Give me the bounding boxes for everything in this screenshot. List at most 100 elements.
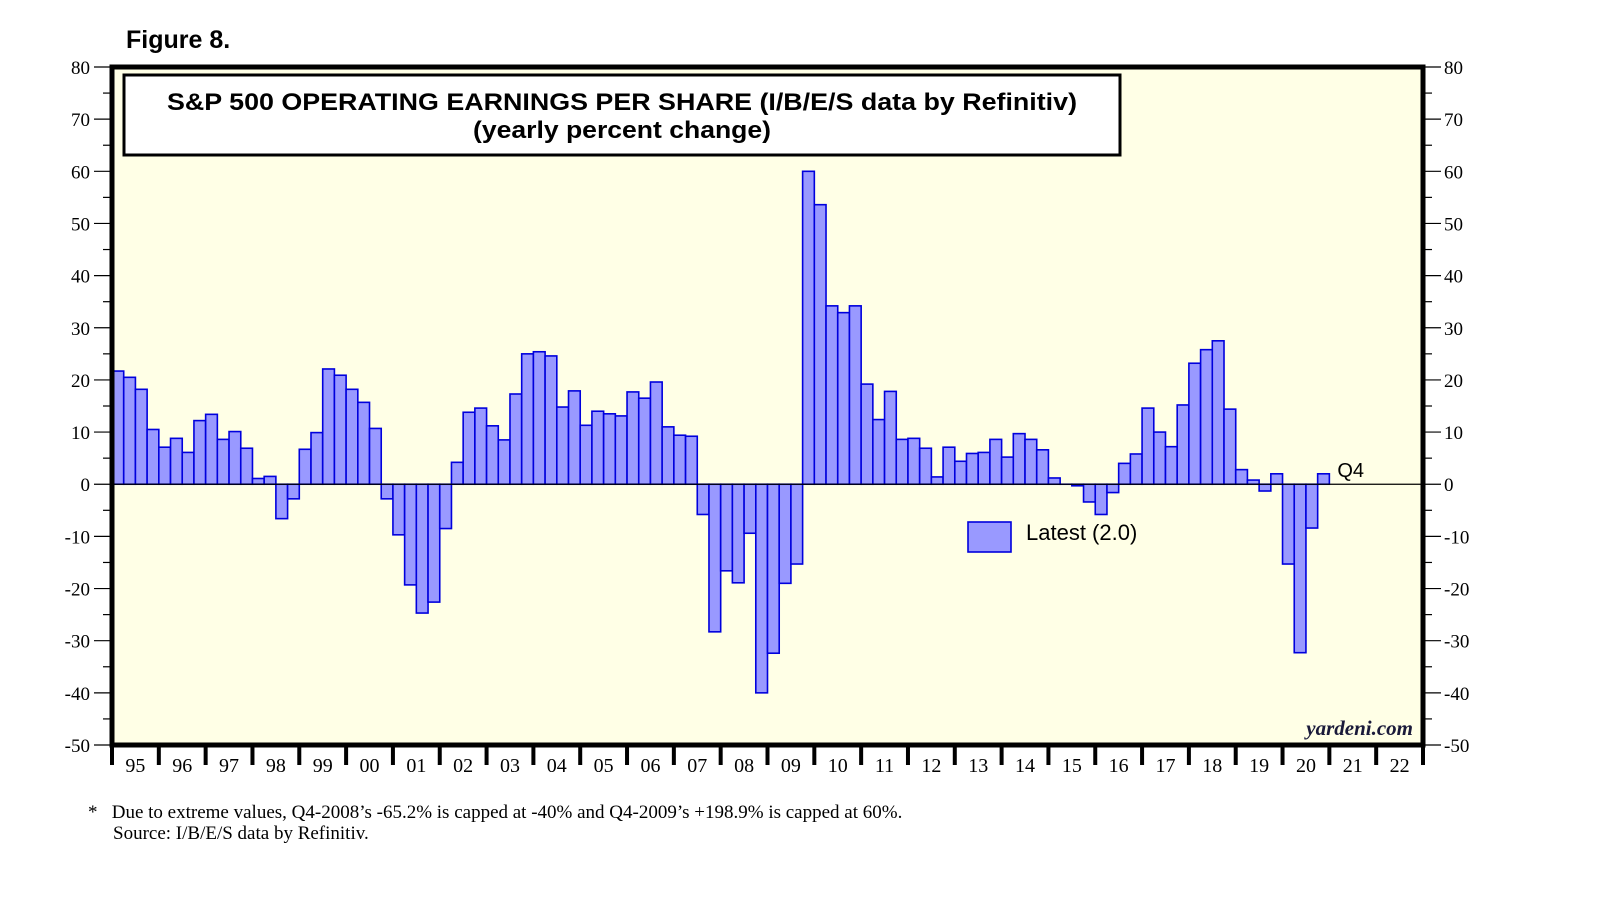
bar [169, 437, 184, 486]
footnote-source: Source: I/B/E/S data by Refinitiv. [113, 823, 369, 844]
bar [357, 401, 371, 486]
bar [977, 451, 991, 486]
bar [801, 170, 816, 486]
bar [1129, 453, 1143, 486]
bar [825, 305, 839, 486]
bar [193, 419, 207, 486]
x-tick-label: 99 [313, 755, 333, 777]
x-tick-label: 07 [687, 755, 707, 777]
bar [907, 437, 921, 486]
x-year-tick [1421, 745, 1425, 765]
bar [462, 411, 476, 486]
bar [790, 483, 804, 565]
bar [1141, 407, 1155, 486]
bar [1316, 472, 1331, 486]
bar [719, 483, 734, 572]
x-year-tick [484, 745, 489, 765]
legend-swatch [967, 521, 1012, 553]
x-year-tick [250, 745, 255, 765]
bar [555, 406, 570, 486]
x-tick-label: 14 [1015, 755, 1035, 777]
x-year-tick [1327, 745, 1332, 765]
bar [333, 374, 347, 486]
bar [918, 447, 933, 486]
y-tick-label: -20 [65, 580, 90, 601]
bar [1211, 340, 1225, 486]
x-year-tick [812, 745, 817, 765]
bar [345, 388, 359, 486]
x-year-tick [1186, 745, 1191, 765]
bar [392, 483, 406, 536]
bar [1234, 468, 1249, 486]
x-tick-label: 00 [360, 755, 380, 777]
y-tick-label: -30 [1444, 632, 1469, 653]
y-tick-label: -40 [1444, 684, 1469, 705]
y-tick-label: 30 [71, 319, 90, 340]
x-year-tick [859, 745, 864, 765]
x-year-tick [578, 745, 583, 765]
left-y-axis: -50 -40 -30 -20 -10 0 10 20 30 40 50 60 70 80 [65, 58, 112, 757]
x-year-tick [531, 745, 536, 765]
figure-label: Figure 8. [126, 26, 231, 54]
bar [485, 425, 500, 486]
bar [1270, 472, 1284, 486]
bar [895, 438, 909, 486]
bar [860, 383, 874, 486]
x-tick-label: 04 [547, 755, 567, 777]
footnote-star: * [88, 802, 98, 823]
y-tick-label: 50 [1444, 214, 1463, 235]
bar [1082, 483, 1097, 503]
y-tick-label: 40 [1444, 267, 1463, 288]
latest-quarter-annotation: Q4 [1337, 460, 1364, 482]
y-tick-label: -50 [1444, 736, 1469, 757]
x-year-tick [1140, 745, 1145, 765]
bar [673, 434, 687, 486]
bar [778, 483, 792, 585]
x-tick-label: 98 [266, 755, 286, 777]
x-year-tick [671, 745, 676, 765]
x-year-tick [952, 745, 957, 765]
y-tick-label: 80 [71, 58, 90, 79]
x-tick-label: 97 [219, 755, 239, 777]
bar [122, 376, 137, 486]
x-axis: 95 96 97 98 99 00 01 02 03 04 05 06 07 08 09 10 11 12 13 14… [110, 745, 1425, 777]
bar [1281, 483, 1296, 565]
x-tick-label: 22 [1390, 755, 1410, 777]
x-year-tick [1374, 745, 1379, 765]
bar [1012, 432, 1026, 486]
y-tick-label: 0 [1444, 475, 1454, 496]
legend-label: Latest (2.0) [1026, 520, 1137, 545]
right-y-axis: -50 -40 -30 -20 -10 0 10 20 30 40 50 60 70 80 [1423, 58, 1469, 757]
x-tick-label: 13 [968, 755, 988, 777]
bar [228, 430, 242, 486]
bar [134, 388, 148, 486]
bar [251, 477, 265, 486]
x-tick-label: 12 [921, 755, 941, 777]
title-box: S&P 500 OPERATING EARNINGS PER SHARE (I/… [122, 73, 1122, 157]
footnote-note: * Due to extreme values, Q4-2008’s -65.2… [88, 802, 902, 824]
x-tick-label: 03 [500, 755, 520, 777]
bar [848, 305, 862, 486]
x-tick-label: 16 [1109, 755, 1129, 777]
bar [743, 483, 757, 535]
bar [684, 435, 699, 486]
bar [836, 311, 851, 486]
bar [239, 447, 254, 486]
bar [1035, 449, 1050, 486]
x-tick-label: 11 [875, 755, 894, 777]
y-tick-label: -20 [1444, 580, 1469, 601]
bar [1164, 445, 1178, 486]
bars-group [111, 170, 1331, 694]
y-tick-label: 40 [71, 267, 90, 288]
bar [310, 431, 324, 486]
bar [158, 446, 172, 486]
bar [1152, 431, 1167, 486]
x-tick-label: 18 [1202, 755, 1222, 777]
bar [275, 483, 289, 520]
bar [1293, 483, 1307, 654]
x-tick-label: 06 [640, 755, 660, 777]
bar [286, 483, 301, 500]
y-tick-label: -30 [65, 632, 90, 653]
x-year-tick [718, 745, 723, 765]
legend: Latest (2.0) [967, 520, 1137, 553]
